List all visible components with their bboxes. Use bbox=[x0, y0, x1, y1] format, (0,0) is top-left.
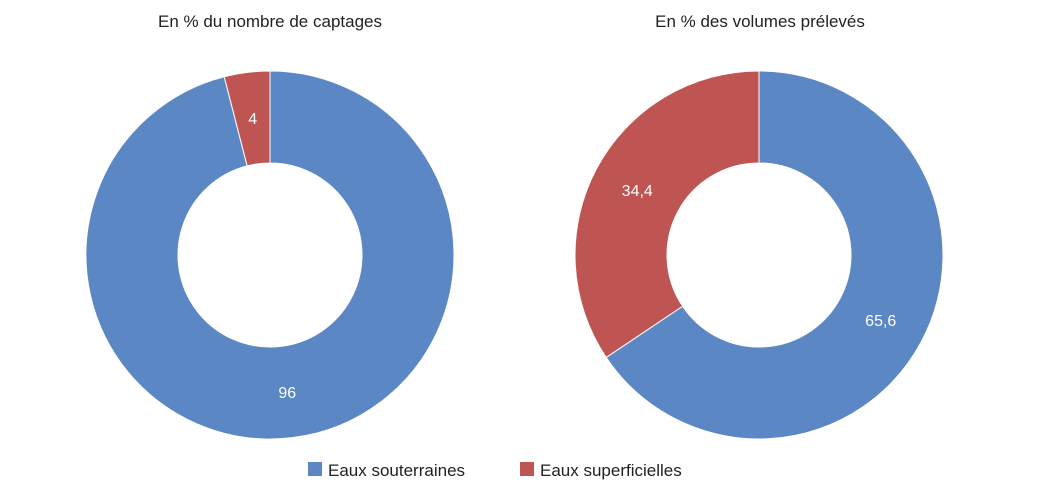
donut-chart-captages: 96 4 bbox=[85, 70, 455, 440]
data-label-eaux-souterraines: 65,6 bbox=[865, 313, 896, 330]
donut-chart-volumes: 65,6 34,4 bbox=[574, 70, 944, 440]
legend-swatch-eaux-souterraines bbox=[308, 462, 322, 476]
data-label-eaux-superficielles: 34,4 bbox=[622, 183, 653, 200]
legend: Eaux souterraines Eaux superficielles bbox=[308, 461, 682, 480]
chart-title-captages: En % du nombre de captages bbox=[158, 12, 382, 31]
chart-title-volumes: En % des volumes prélevés bbox=[655, 12, 865, 31]
legend-label-eaux-souterraines: Eaux souterraines bbox=[328, 461, 465, 480]
data-label-eaux-souterraines: 96 bbox=[278, 385, 296, 402]
legend-swatch-eaux-superficielles bbox=[520, 462, 534, 476]
donut-slice-eaux-superficielles bbox=[574, 70, 760, 359]
donut-slice-eaux-souterraines bbox=[605, 70, 944, 440]
donut-slice-eaux-superficielles bbox=[223, 70, 271, 167]
donut-slice-eaux-souterraines bbox=[85, 70, 455, 440]
data-label-eaux-superficielles: 4 bbox=[248, 111, 257, 128]
legend-label-eaux-superficielles: Eaux superficielles bbox=[540, 461, 682, 480]
